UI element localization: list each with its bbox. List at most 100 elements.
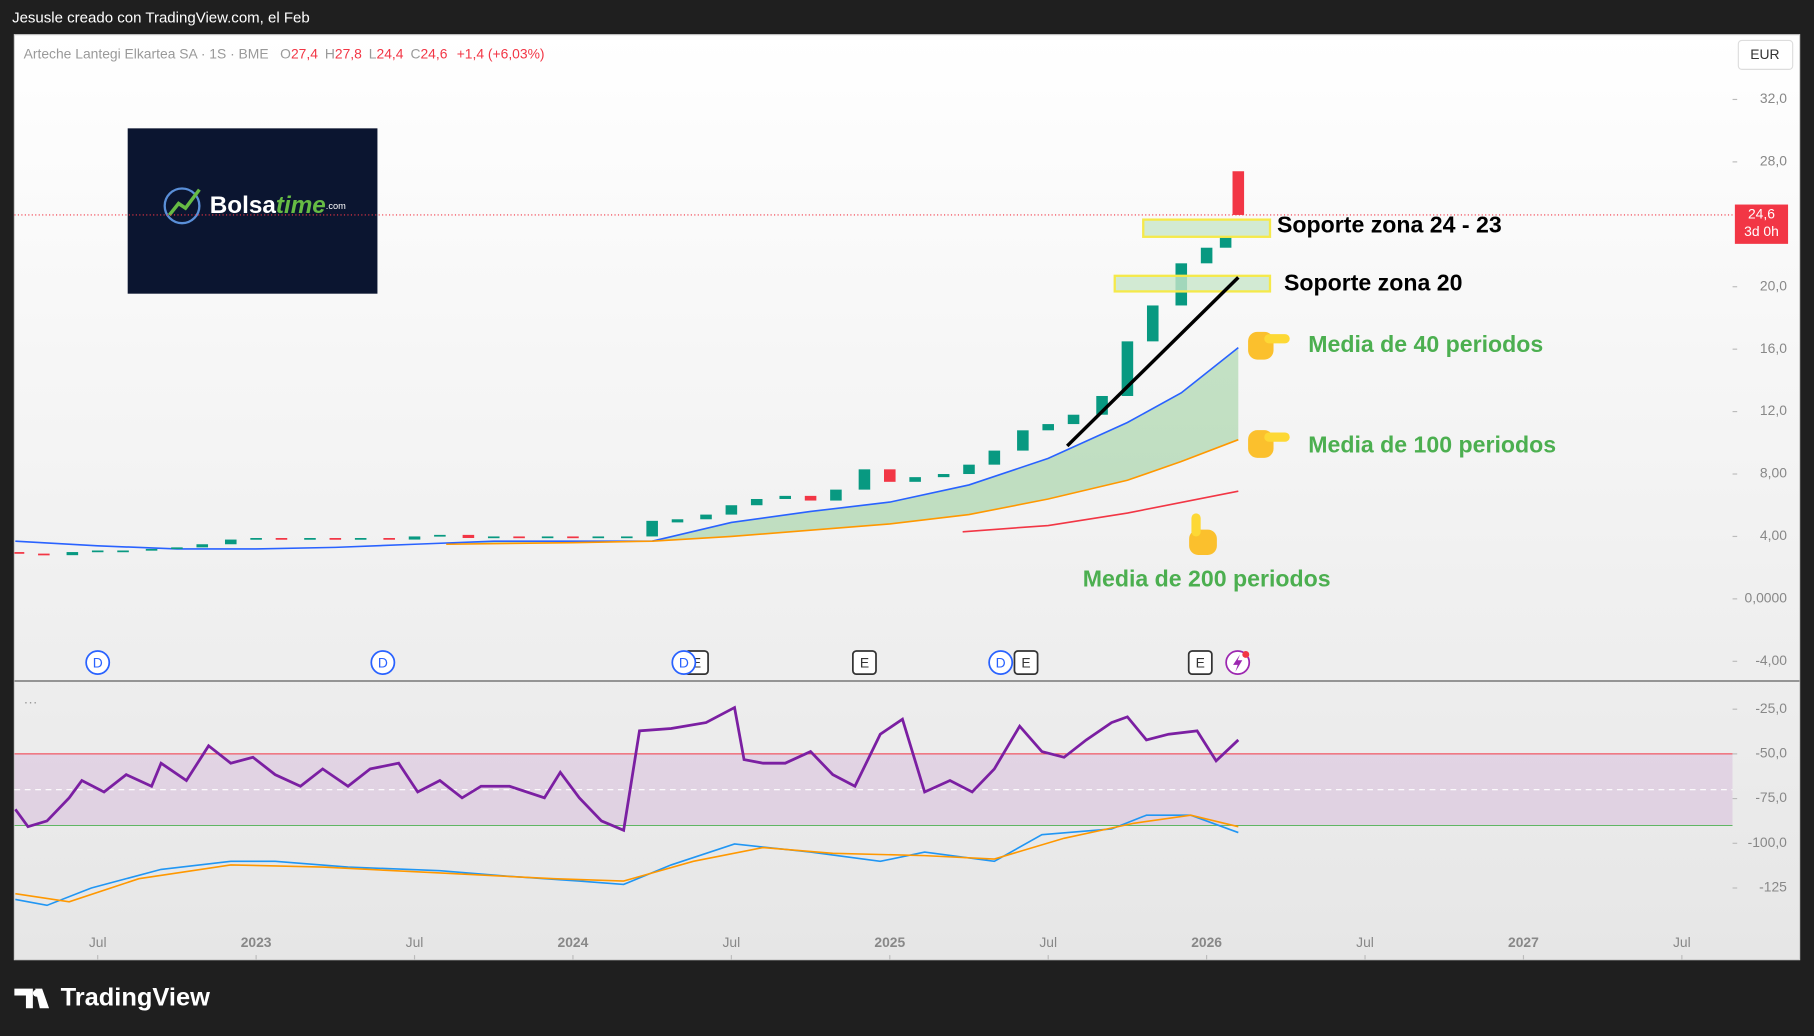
event-label: E [692,654,701,670]
event-marker [370,650,396,675]
legend: Arteche Lantegi Elkartea SA · 1S · BME O2… [24,45,545,61]
legend-key: O [280,45,291,61]
candle [725,505,738,515]
annotation: Soporte zona 20 [1284,270,1463,296]
x-tick-label: Jul [406,934,424,950]
candle [66,552,79,556]
candle [91,550,104,553]
support-zone [1142,218,1272,238]
legend-value: 27,4 [291,45,318,61]
candle [963,464,975,475]
hand-icon [1189,513,1217,555]
x-tick-label: Jul [1356,934,1374,950]
y-tick-label: -50,0 [1755,745,1787,761]
logo-accent: time [276,192,326,219]
candle [513,536,525,539]
candle [1067,414,1080,425]
x-tick-label: 2023 [241,934,272,950]
candle [171,547,183,550]
legend-value: 27,8 [335,45,362,61]
y-tick-label: 20,0 [1760,277,1787,293]
x-tick-label: 2026 [1191,934,1222,950]
legend-value: 24,6 [420,45,447,61]
y-tick-label: -4,00 [1755,652,1787,668]
event-marker [671,650,697,675]
candle [988,450,1001,465]
x-tick-label: Jul [723,934,741,950]
candle [434,534,446,537]
y-tick-label: -75,0 [1755,789,1787,805]
y-tick-label: -125 [1759,879,1787,895]
event-label: E [860,654,869,670]
candle [38,553,50,556]
currency-box[interactable] [1737,39,1794,70]
y-tick-label: 12,0 [1760,402,1787,418]
candle [592,536,605,539]
price-pane [14,171,1272,556]
candle [250,538,262,540]
candle [462,534,475,539]
candle [1200,247,1213,264]
candle [646,520,658,537]
legend-key: C [410,45,420,61]
candle [145,548,158,551]
hand-finger [1191,513,1201,537]
x-tick-label: Jul [1039,934,1057,950]
candle [383,538,395,540]
candle [541,536,554,539]
candle [1042,424,1054,431]
candle [671,519,684,523]
candle [750,498,763,506]
brand: TradingView [61,984,211,1012]
candle [804,495,817,501]
event-label: E [1021,654,1030,670]
line [14,705,1240,833]
y-tick-label: 0,0000 [1745,590,1788,606]
logo: Bolsatime.com [127,128,378,294]
annotation: Media de 100 periodos [1308,431,1556,457]
candle [1096,395,1108,415]
candle [354,538,367,540]
candle [14,552,25,554]
annotation: Soporte zona 24 - 23 [1277,212,1502,238]
candle [1121,341,1134,396]
event-marker [1187,650,1213,675]
event-label: E [1196,654,1205,670]
y-tick-label: 8,00 [1760,465,1787,481]
alert-bolt [1233,654,1243,672]
candle [1017,430,1029,451]
brand-icon [14,988,50,1009]
pane-menu: ··· [24,694,38,710]
candle [224,539,237,545]
currency: EUR [1750,46,1779,62]
candle [1219,236,1232,248]
candle [884,469,896,482]
annotation: Media de 40 periodos [1308,331,1543,357]
brand-dot [32,989,40,997]
hand-finger [1264,334,1290,344]
candle [1146,305,1159,342]
y-tick-label: 32,0 [1760,90,1787,106]
line [15,814,1239,903]
candle [329,538,342,540]
last-price-label: 24,6 [1748,206,1775,222]
x-tick-label: 2027 [1508,934,1539,950]
event-marker [1013,650,1039,675]
candle [487,536,500,539]
candle [700,514,712,520]
credit: Jesusle creado con TradingView.com, el F… [12,9,310,26]
candle [621,536,633,539]
candle [275,538,288,540]
candle [567,536,579,539]
annotation: Media de 200 periodos [1083,566,1331,592]
footer: TradingView [14,984,210,1012]
candle [117,550,129,553]
trendline [1065,276,1240,448]
event-label: D [679,654,689,670]
candle [408,536,421,540]
line [962,490,1239,533]
candle [1232,171,1245,215]
line [446,438,1239,546]
